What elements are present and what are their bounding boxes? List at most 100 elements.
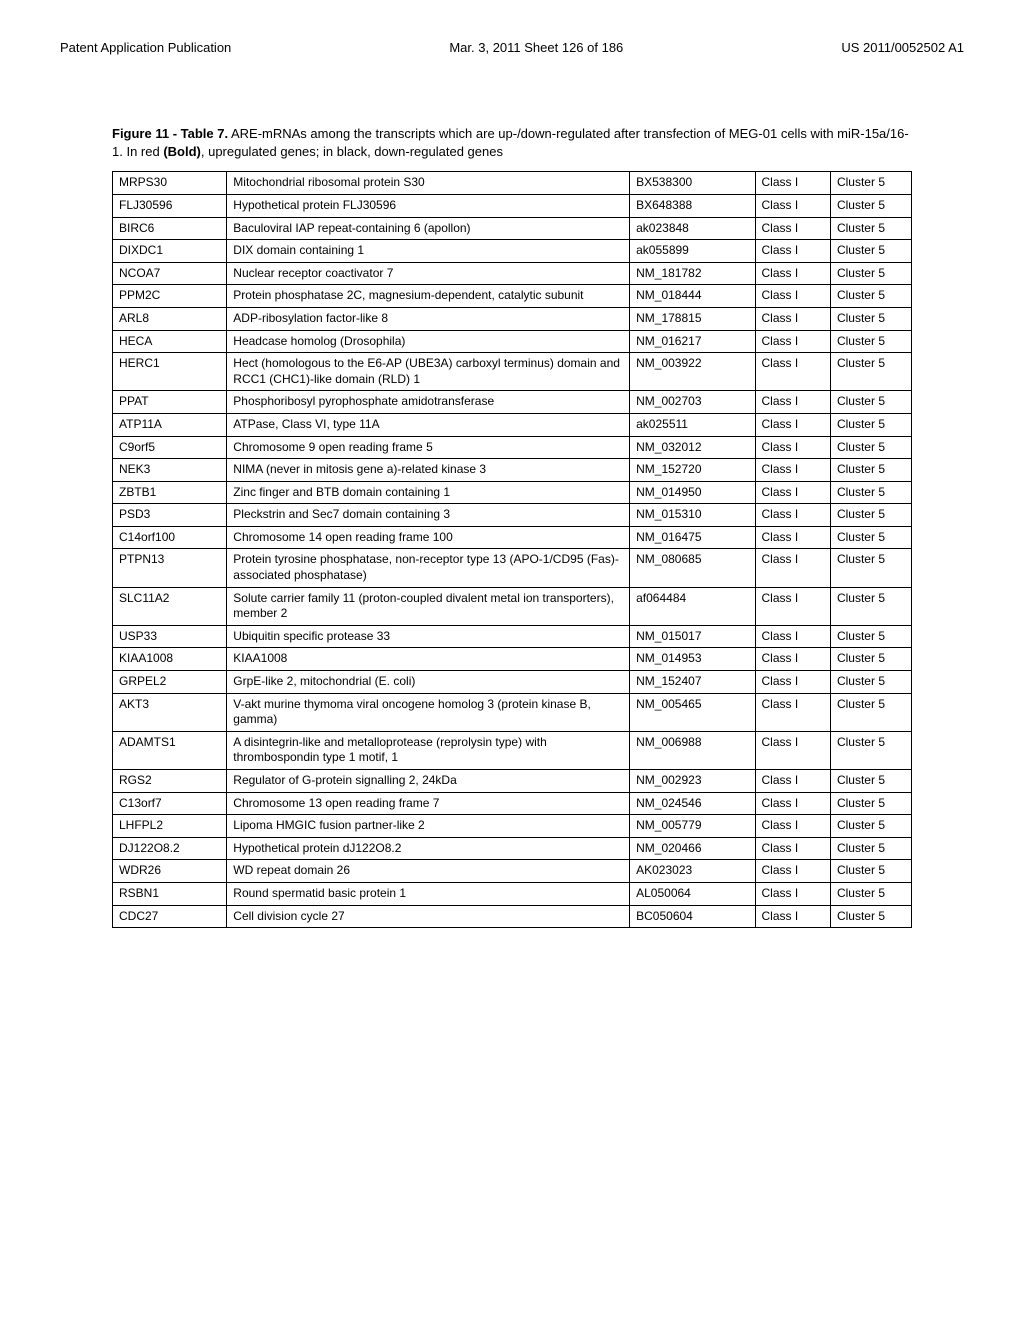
table-cell: HECA — [113, 330, 227, 353]
table-cell: ak025511 — [630, 413, 755, 436]
table-cell: Lipoma HMGIC fusion partner-like 2 — [227, 815, 630, 838]
table-row: C9orf5Chromosome 9 open reading frame 5N… — [113, 436, 912, 459]
table-cell: PSD3 — [113, 504, 227, 527]
table-row: SLC11A2Solute carrier family 11 (proton-… — [113, 587, 912, 625]
table-cell: PPAT — [113, 391, 227, 414]
table-row: BIRC6Baculoviral IAP repeat-containing 6… — [113, 217, 912, 240]
table-cell: Class I — [755, 262, 830, 285]
table-cell: ADAMTS1 — [113, 731, 227, 769]
table-cell: Cluster 5 — [830, 882, 911, 905]
table-cell: GrpE-like 2, mitochondrial (E. coli) — [227, 671, 630, 694]
table-cell: Class I — [755, 693, 830, 731]
table-cell: Cluster 5 — [830, 240, 911, 263]
table-cell: NM_002703 — [630, 391, 755, 414]
table-row: PTPN13Protein tyrosine phosphatase, non-… — [113, 549, 912, 587]
table-cell: Class I — [755, 504, 830, 527]
table-cell: Class I — [755, 587, 830, 625]
table-cell: KIAA1008 — [113, 648, 227, 671]
table-cell: RGS2 — [113, 770, 227, 793]
table-cell: ATPase, Class VI, type 11A — [227, 413, 630, 436]
table-cell: Cluster 5 — [830, 481, 911, 504]
table-cell: Cluster 5 — [830, 837, 911, 860]
table-cell: Cluster 5 — [830, 353, 911, 391]
table-cell: NM_006988 — [630, 731, 755, 769]
table-cell: NM_005779 — [630, 815, 755, 838]
table-cell: RSBN1 — [113, 882, 227, 905]
table-cell: KIAA1008 — [227, 648, 630, 671]
table-cell: NM_152407 — [630, 671, 755, 694]
table-cell: Cell division cycle 27 — [227, 905, 630, 928]
table-cell: Class I — [755, 648, 830, 671]
table-cell: Chromosome 9 open reading frame 5 — [227, 436, 630, 459]
table-cell: Chromosome 13 open reading frame 7 — [227, 792, 630, 815]
table-row: HERC1Hect (homologous to the E6-AP (UBE3… — [113, 353, 912, 391]
table-cell: Hypothetical protein dJ122O8.2 — [227, 837, 630, 860]
table-cell: ZBTB1 — [113, 481, 227, 504]
caption-text-2: , upregulated genes; in black, down-regu… — [201, 144, 503, 159]
table-cell: Class I — [755, 837, 830, 860]
table-cell: Pleckstrin and Sec7 domain containing 3 — [227, 504, 630, 527]
table-cell: ARL8 — [113, 307, 227, 330]
table-cell: AKT3 — [113, 693, 227, 731]
table-cell: Class I — [755, 436, 830, 459]
table-row: PSD3Pleckstrin and Sec7 domain containin… — [113, 504, 912, 527]
table-cell: Hypothetical protein FLJ30596 — [227, 194, 630, 217]
table-cell: Class I — [755, 481, 830, 504]
table-cell: Cluster 5 — [830, 549, 911, 587]
table-cell: Cluster 5 — [830, 217, 911, 240]
table-cell: CDC27 — [113, 905, 227, 928]
table-cell: Cluster 5 — [830, 307, 911, 330]
table-row: ATP11AATPase, Class VI, type 11Aak025511… — [113, 413, 912, 436]
table-cell: NM_005465 — [630, 693, 755, 731]
table-row: DJ122O8.2Hypothetical protein dJ122O8.2N… — [113, 837, 912, 860]
table-row: C13orf7Chromosome 13 open reading frame … — [113, 792, 912, 815]
table-row: NCOA7Nuclear receptor coactivator 7NM_18… — [113, 262, 912, 285]
table-row: C14orf100Chromosome 14 open reading fram… — [113, 526, 912, 549]
table-cell: Cluster 5 — [830, 770, 911, 793]
table-cell: Class I — [755, 549, 830, 587]
table-row: LHFPL2Lipoma HMGIC fusion partner-like 2… — [113, 815, 912, 838]
table-cell: NEK3 — [113, 459, 227, 482]
table-cell: NCOA7 — [113, 262, 227, 285]
table-cell: Cluster 5 — [830, 172, 911, 195]
table-cell: C13orf7 — [113, 792, 227, 815]
table-cell: USP33 — [113, 625, 227, 648]
table-cell: LHFPL2 — [113, 815, 227, 838]
table-cell: af064484 — [630, 587, 755, 625]
table-cell: Class I — [755, 285, 830, 308]
table-cell: Ubiquitin specific protease 33 — [227, 625, 630, 648]
table-cell: WD repeat domain 26 — [227, 860, 630, 883]
table-cell: Cluster 5 — [830, 815, 911, 838]
table-cell: V-akt murine thymoma viral oncogene homo… — [227, 693, 630, 731]
table-row: RGS2Regulator of G-protein signalling 2,… — [113, 770, 912, 793]
table-cell: Headcase homolog (Drosophila) — [227, 330, 630, 353]
table-cell: Class I — [755, 770, 830, 793]
table-cell: Cluster 5 — [830, 262, 911, 285]
gene-table: MRPS30Mitochondrial ribosomal protein S3… — [112, 171, 912, 928]
table-cell: DIX domain containing 1 — [227, 240, 630, 263]
table-cell: Regulator of G-protein signalling 2, 24k… — [227, 770, 630, 793]
table-row: GRPEL2GrpE-like 2, mitochondrial (E. col… — [113, 671, 912, 694]
table-cell: Class I — [755, 172, 830, 195]
table-cell: WDR26 — [113, 860, 227, 883]
table-row: PPATPhosphoribosyl pyrophosphate amidotr… — [113, 391, 912, 414]
table-cell: BIRC6 — [113, 217, 227, 240]
table-cell: Class I — [755, 815, 830, 838]
header-right: US 2011/0052502 A1 — [841, 40, 964, 55]
table-cell: Class I — [755, 671, 830, 694]
table-row: NEK3NIMA (never in mitosis gene a)-relat… — [113, 459, 912, 482]
table-cell: Cluster 5 — [830, 671, 911, 694]
figure-caption: Figure 11 - Table 7. ARE-mRNAs among the… — [112, 125, 912, 161]
table-row: HECAHeadcase homolog (Drosophila)NM_0162… — [113, 330, 912, 353]
table-cell: Cluster 5 — [830, 436, 911, 459]
table-row: CDC27Cell division cycle 27BC050604Class… — [113, 905, 912, 928]
table-cell: Nuclear receptor coactivator 7 — [227, 262, 630, 285]
table-cell: NM_014950 — [630, 481, 755, 504]
table-cell: ATP11A — [113, 413, 227, 436]
table-cell: HERC1 — [113, 353, 227, 391]
table-cell: NM_152720 — [630, 459, 755, 482]
table-cell: C14orf100 — [113, 526, 227, 549]
table-row: RSBN1Round spermatid basic protein 1AL05… — [113, 882, 912, 905]
table-cell: Solute carrier family 11 (proton-coupled… — [227, 587, 630, 625]
table-cell: NM_016475 — [630, 526, 755, 549]
